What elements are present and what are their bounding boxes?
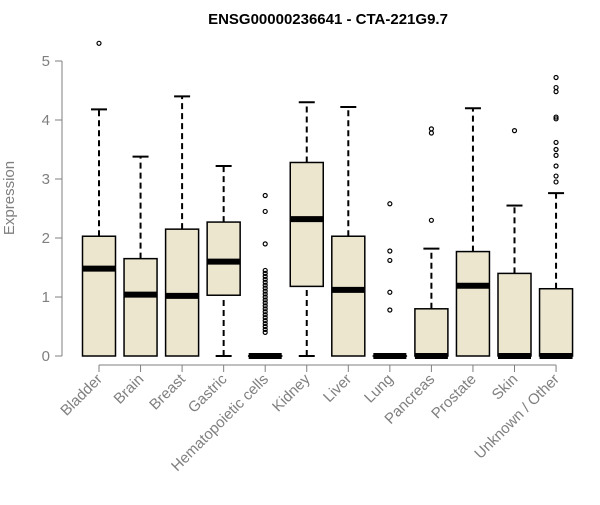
outlier-lung (388, 249, 392, 253)
outlier-hematopoietic-cells (263, 242, 267, 246)
outlier-pancreas (429, 218, 433, 222)
x-tick-label-lung: Lung (361, 371, 397, 407)
outlier-skin (513, 129, 517, 133)
outlier-unknown-other (554, 180, 558, 184)
outlier-unknown-other (554, 140, 558, 144)
x-tick-label-kidney: Kidney (269, 370, 314, 415)
y-tick-label: 0 (42, 348, 50, 365)
outlier-lung (388, 202, 392, 206)
y-tick-label: 3 (42, 171, 50, 188)
outlier-unknown-other (554, 90, 558, 94)
outlier-hematopoietic-cells (263, 194, 267, 198)
y-tick-label: 5 (42, 53, 50, 70)
x-tick-label-liver: Liver (320, 371, 355, 406)
x-tick-label-breast: Breast (146, 370, 189, 413)
y-tick-label: 2 (42, 230, 50, 247)
x-tick-label-skin: Skin (489, 371, 522, 404)
outlier-unknown-other (554, 148, 558, 152)
x-tick-label-prostate: Prostate (428, 371, 480, 423)
outlier-unknown-other (554, 153, 558, 157)
box-bladder (83, 236, 116, 356)
x-tick-label-brain: Brain (111, 371, 148, 408)
box-kidney (290, 162, 323, 286)
outlier-bladder (97, 41, 101, 45)
y-tick-label: 1 (42, 289, 50, 306)
box-skin (498, 273, 531, 356)
box-prostate (456, 252, 489, 356)
y-tick-label: 4 (42, 112, 50, 129)
box-brain (124, 259, 157, 356)
outlier-unknown-other (554, 164, 558, 168)
chart-title: ENSG00000236641 - CTA-221G9.7 (208, 11, 448, 28)
y-axis-label: Expression (1, 161, 18, 235)
outlier-unknown-other (554, 76, 558, 80)
box-breast (166, 229, 199, 356)
outlier-lung (388, 258, 392, 262)
box-liver (332, 236, 365, 356)
box-unknown-other (540, 289, 573, 356)
x-tick-label-bladder: Bladder (57, 371, 106, 420)
outlier-lung (388, 308, 392, 312)
outlier-hematopoietic-cells (263, 209, 267, 213)
box-pancreas (415, 309, 448, 356)
outlier-pancreas (429, 131, 433, 135)
outlier-pancreas (429, 127, 433, 131)
outlier-unknown-other (554, 86, 558, 90)
outlier-unknown-other (554, 174, 558, 178)
outlier-lung (388, 290, 392, 294)
